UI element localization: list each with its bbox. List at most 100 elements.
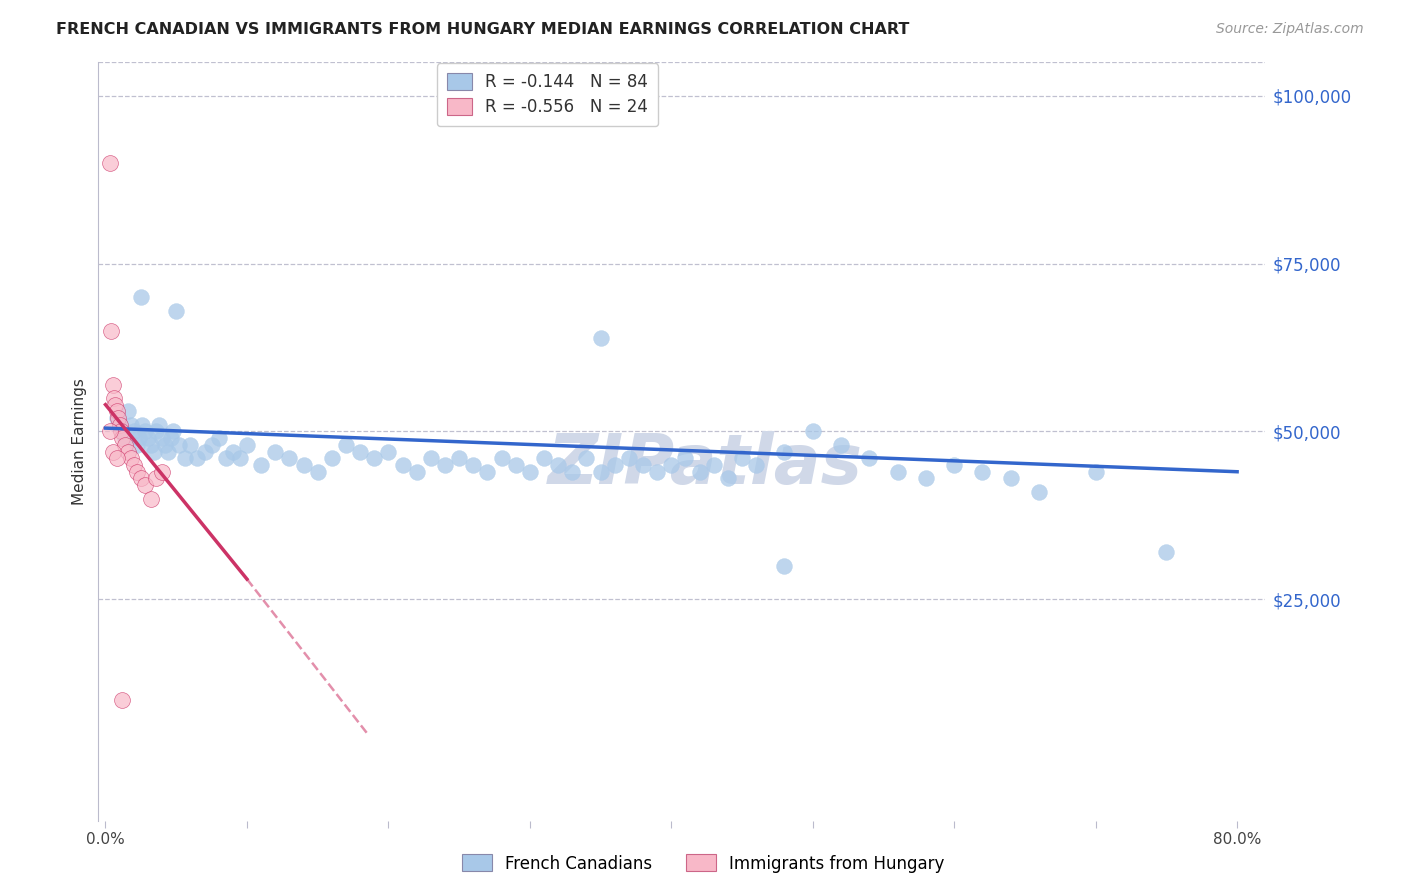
Point: [108, 417, 131, 432]
Point: [689, 465, 711, 479]
Point: [129, 290, 152, 304]
Point: [943, 458, 966, 472]
Point: [745, 458, 768, 472]
Point: [114, 431, 136, 445]
Point: [561, 465, 583, 479]
Point: [111, 425, 134, 439]
Point: [477, 465, 499, 479]
Point: [173, 451, 195, 466]
Point: [193, 444, 215, 458]
Point: [972, 465, 994, 479]
Point: [167, 438, 190, 452]
Legend: French Canadians, Immigrants from Hungary: French Canadians, Immigrants from Hungar…: [456, 847, 950, 880]
Point: [617, 451, 640, 466]
Point: [120, 451, 142, 466]
Text: ZIPatlas: ZIPatlas: [548, 431, 863, 498]
Point: [101, 377, 124, 392]
Point: [703, 458, 725, 472]
Point: [156, 444, 179, 458]
Text: FRENCH CANADIAN VS IMMIGRANTS FROM HUNGARY MEDIAN EARNINGS CORRELATION CHART: FRENCH CANADIAN VS IMMIGRANTS FROM HUNGA…: [56, 22, 910, 37]
Point: [830, 438, 852, 452]
Point: [103, 391, 125, 405]
Point: [215, 451, 238, 466]
Point: [111, 693, 134, 707]
Point: [1028, 484, 1050, 499]
Point: [292, 458, 315, 472]
Point: [603, 458, 626, 472]
Point: [98, 156, 121, 170]
Point: [631, 458, 654, 472]
Point: [111, 431, 134, 445]
Point: [449, 451, 471, 466]
Point: [105, 404, 128, 418]
Point: [335, 438, 357, 452]
Point: [533, 451, 555, 466]
Point: [491, 451, 513, 466]
Point: [659, 458, 682, 472]
Point: [208, 431, 231, 445]
Point: [589, 465, 612, 479]
Point: [391, 458, 413, 472]
Point: [773, 444, 796, 458]
Point: [120, 417, 142, 432]
Point: [222, 444, 245, 458]
Point: [134, 425, 156, 439]
Point: [915, 471, 938, 485]
Point: [105, 451, 128, 466]
Point: [200, 438, 222, 452]
Point: [150, 465, 173, 479]
Point: [145, 471, 167, 485]
Point: [801, 425, 824, 439]
Point: [645, 465, 668, 479]
Point: [165, 303, 187, 318]
Point: [1000, 471, 1022, 485]
Point: [129, 471, 152, 485]
Point: [114, 438, 136, 452]
Point: [433, 458, 456, 472]
Point: [139, 491, 162, 506]
Point: [505, 458, 527, 472]
Point: [179, 438, 201, 452]
Point: [105, 411, 128, 425]
Point: [1084, 465, 1107, 479]
Point: [159, 431, 181, 445]
Point: [148, 417, 170, 432]
Point: [98, 425, 121, 439]
Point: [405, 465, 427, 479]
Point: [153, 438, 176, 452]
Point: [773, 558, 796, 573]
Point: [186, 451, 208, 466]
Point: [731, 451, 754, 466]
Point: [547, 458, 569, 472]
Point: [131, 417, 153, 432]
Point: [229, 451, 252, 466]
Point: [101, 444, 124, 458]
Point: [136, 431, 159, 445]
Point: [162, 425, 184, 439]
Point: [110, 425, 132, 439]
Point: [250, 458, 273, 472]
Point: [1156, 545, 1178, 559]
Point: [122, 425, 145, 439]
Point: [419, 451, 441, 466]
Point: [104, 398, 127, 412]
Legend: R = -0.144   N = 84, R = -0.556   N = 24: R = -0.144 N = 84, R = -0.556 N = 24: [437, 63, 658, 126]
Point: [236, 438, 259, 452]
Point: [145, 425, 167, 439]
Point: [117, 404, 139, 418]
Point: [717, 471, 740, 485]
Point: [107, 411, 129, 425]
Point: [349, 444, 371, 458]
Point: [886, 465, 908, 479]
Point: [139, 438, 162, 452]
Point: [321, 451, 343, 466]
Point: [264, 444, 287, 458]
Point: [122, 458, 145, 472]
Point: [519, 465, 541, 479]
Point: [117, 444, 139, 458]
Point: [134, 478, 156, 492]
Point: [675, 451, 697, 466]
Text: Source: ZipAtlas.com: Source: ZipAtlas.com: [1216, 22, 1364, 37]
Point: [125, 438, 148, 452]
Point: [307, 465, 329, 479]
